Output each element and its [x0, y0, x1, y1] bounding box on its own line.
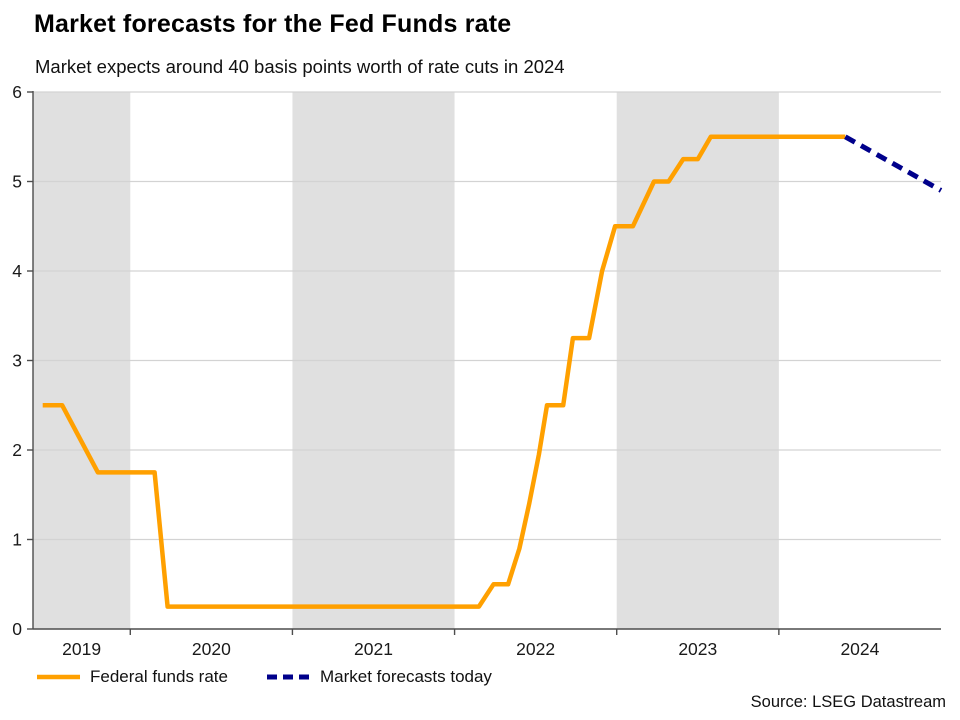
y-tick-label-0: 0 [12, 619, 22, 639]
y-tick-label-5: 5 [12, 172, 22, 192]
x-tick-label-2021: 2021 [354, 639, 393, 659]
legend: Federal funds rate Market forecasts toda… [36, 667, 492, 687]
legend-item-market-forecasts-today: Market forecasts today [266, 667, 492, 687]
legend-label-federal-funds-rate: Federal funds rate [90, 667, 228, 686]
x-tick-label-2024: 2024 [840, 639, 879, 659]
x-tick-label-2022: 2022 [516, 639, 555, 659]
legend-item-federal-funds-rate: Federal funds rate [36, 667, 228, 687]
y-tick-label-1: 1 [12, 530, 22, 550]
federal-funds-rate-line [42, 134, 846, 609]
source-attribution: Source: LSEG Datastream [750, 693, 946, 711]
y-tick-label-2: 2 [12, 440, 22, 460]
dashed-line-swatch-icon [266, 674, 310, 680]
x-tick-label-2020: 2020 [192, 639, 231, 659]
market-forecast-dashed-line [844, 134, 943, 193]
x-tick-label-2023: 2023 [678, 639, 717, 659]
y-tick-label-4: 4 [12, 261, 22, 281]
legend-label-market-forecasts-today: Market forecasts today [319, 667, 492, 686]
chart-subtitle: Market expects around 40 basis points wo… [35, 56, 565, 77]
chart-title: Market forecasts for the Fed Funds rate [34, 10, 512, 38]
y-tick-label-6: 6 [12, 82, 22, 102]
x-tick-label-2019: 2019 [62, 639, 101, 659]
solid-line-swatch-icon [37, 674, 80, 680]
y-tick-label-3: 3 [12, 351, 22, 371]
